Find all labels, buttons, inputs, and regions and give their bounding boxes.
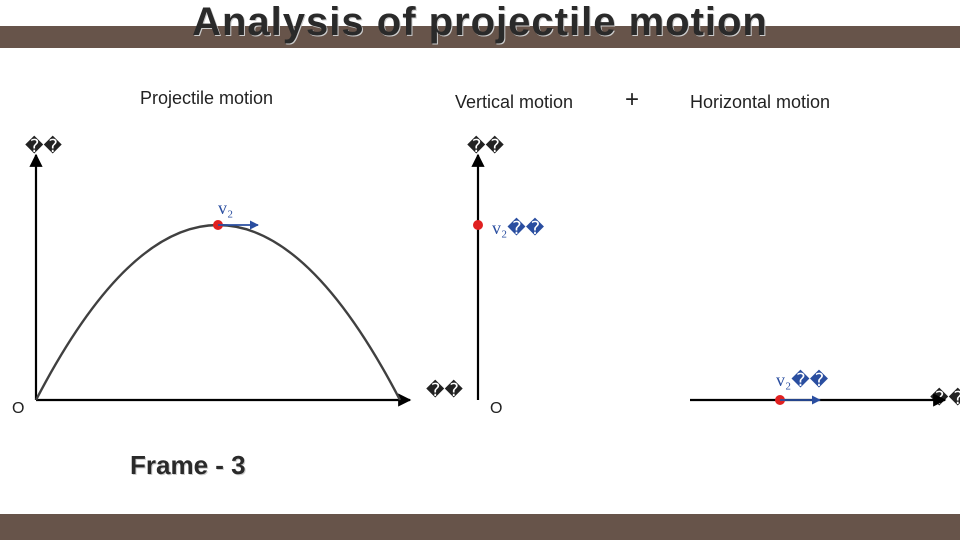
diagram-svg bbox=[0, 0, 960, 540]
